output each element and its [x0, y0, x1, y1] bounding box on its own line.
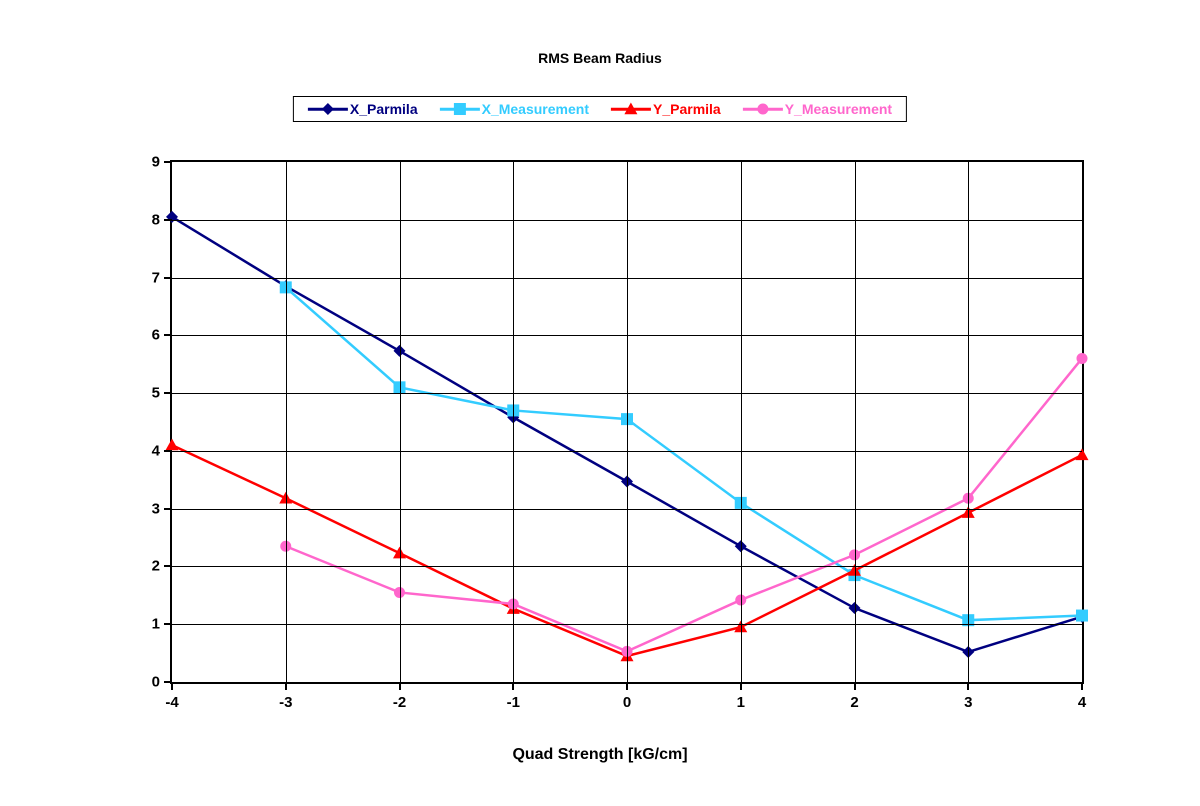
- grid-vertical: [400, 162, 401, 682]
- x-tick: [399, 682, 401, 690]
- x-tick-label: -1: [507, 694, 520, 711]
- marker-triangle: [166, 439, 179, 451]
- grid-vertical: [627, 162, 628, 682]
- legend: X_Parmila X_Measurement Y_Parmila Y_Measure…: [293, 96, 907, 122]
- y-tick: [164, 277, 172, 279]
- series-line-X_Measurement: [286, 287, 1082, 620]
- x-tick: [854, 682, 856, 690]
- x-tick: [967, 682, 969, 690]
- x-tick-label: -3: [279, 694, 292, 711]
- grid-vertical: [286, 162, 287, 682]
- x-tick-label: 4: [1078, 694, 1086, 711]
- legend-item-Y_Parmila: Y_Parmila: [611, 101, 721, 117]
- legend-item-X_Measurement: X_Measurement: [440, 101, 589, 117]
- x-tick-label: 3: [964, 694, 972, 711]
- x-tick-label: 1: [737, 694, 745, 711]
- marker-diamond: [322, 103, 334, 115]
- grid-vertical: [855, 162, 856, 682]
- x-tick-label: 0: [623, 694, 631, 711]
- marker-square: [1076, 610, 1088, 622]
- grid-vertical: [741, 162, 742, 682]
- x-tick-label: 2: [850, 694, 858, 711]
- grid-vertical: [968, 162, 969, 682]
- legend-swatch: [611, 101, 651, 117]
- y-tick-label: 9: [152, 154, 160, 171]
- y-tick-label: 8: [152, 211, 160, 228]
- chart-title: RMS Beam Radius: [0, 50, 1200, 66]
- x-tick: [171, 682, 173, 690]
- y-tick-label: 1: [152, 616, 160, 633]
- legend-label: X_Measurement: [482, 101, 589, 117]
- legend-item-X_Parmila: X_Parmila: [308, 101, 418, 117]
- legend-swatch: [743, 101, 783, 117]
- marker-diamond: [166, 211, 178, 223]
- y-tick: [164, 450, 172, 452]
- y-tick: [164, 161, 172, 163]
- marker-triangle: [625, 103, 638, 115]
- legend-label: X_Parmila: [350, 101, 418, 117]
- y-tick-label: 5: [152, 385, 160, 402]
- x-tick: [626, 682, 628, 690]
- y-tick: [164, 565, 172, 567]
- y-tick-label: 0: [152, 674, 160, 691]
- series-line-Y_Measurement: [286, 358, 1082, 651]
- y-tick-label: 4: [152, 442, 160, 459]
- marker-circle: [757, 104, 768, 115]
- y-tick: [164, 334, 172, 336]
- y-tick-label: 3: [152, 500, 160, 517]
- y-tick: [164, 392, 172, 394]
- legend-label: Y_Parmila: [653, 101, 721, 117]
- x-axis-title: Quad Strength [kG/cm]: [512, 746, 687, 764]
- x-tick-label: -2: [393, 694, 406, 711]
- plot-area: 0123456789-4-3-2-101234: [170, 160, 1084, 684]
- x-tick: [1081, 682, 1083, 690]
- y-tick-label: 2: [152, 558, 160, 575]
- legend-swatch: [440, 101, 480, 117]
- chart-container: RMS Beam Radius X_Parmila X_Measurement Y_…: [0, 0, 1200, 806]
- legend-item-Y_Measurement: Y_Measurement: [743, 101, 892, 117]
- y-tick: [164, 623, 172, 625]
- grid-vertical: [513, 162, 514, 682]
- y-tick: [164, 508, 172, 510]
- marker-square: [454, 103, 466, 115]
- x-tick: [740, 682, 742, 690]
- y-tick-label: 7: [152, 269, 160, 286]
- marker-circle: [1077, 353, 1088, 364]
- legend-swatch: [308, 101, 348, 117]
- y-tick-label: 6: [152, 327, 160, 344]
- y-tick: [164, 219, 172, 221]
- x-tick: [285, 682, 287, 690]
- legend-label: Y_Measurement: [785, 101, 892, 117]
- x-tick: [512, 682, 514, 690]
- x-tick-label: -4: [165, 694, 178, 711]
